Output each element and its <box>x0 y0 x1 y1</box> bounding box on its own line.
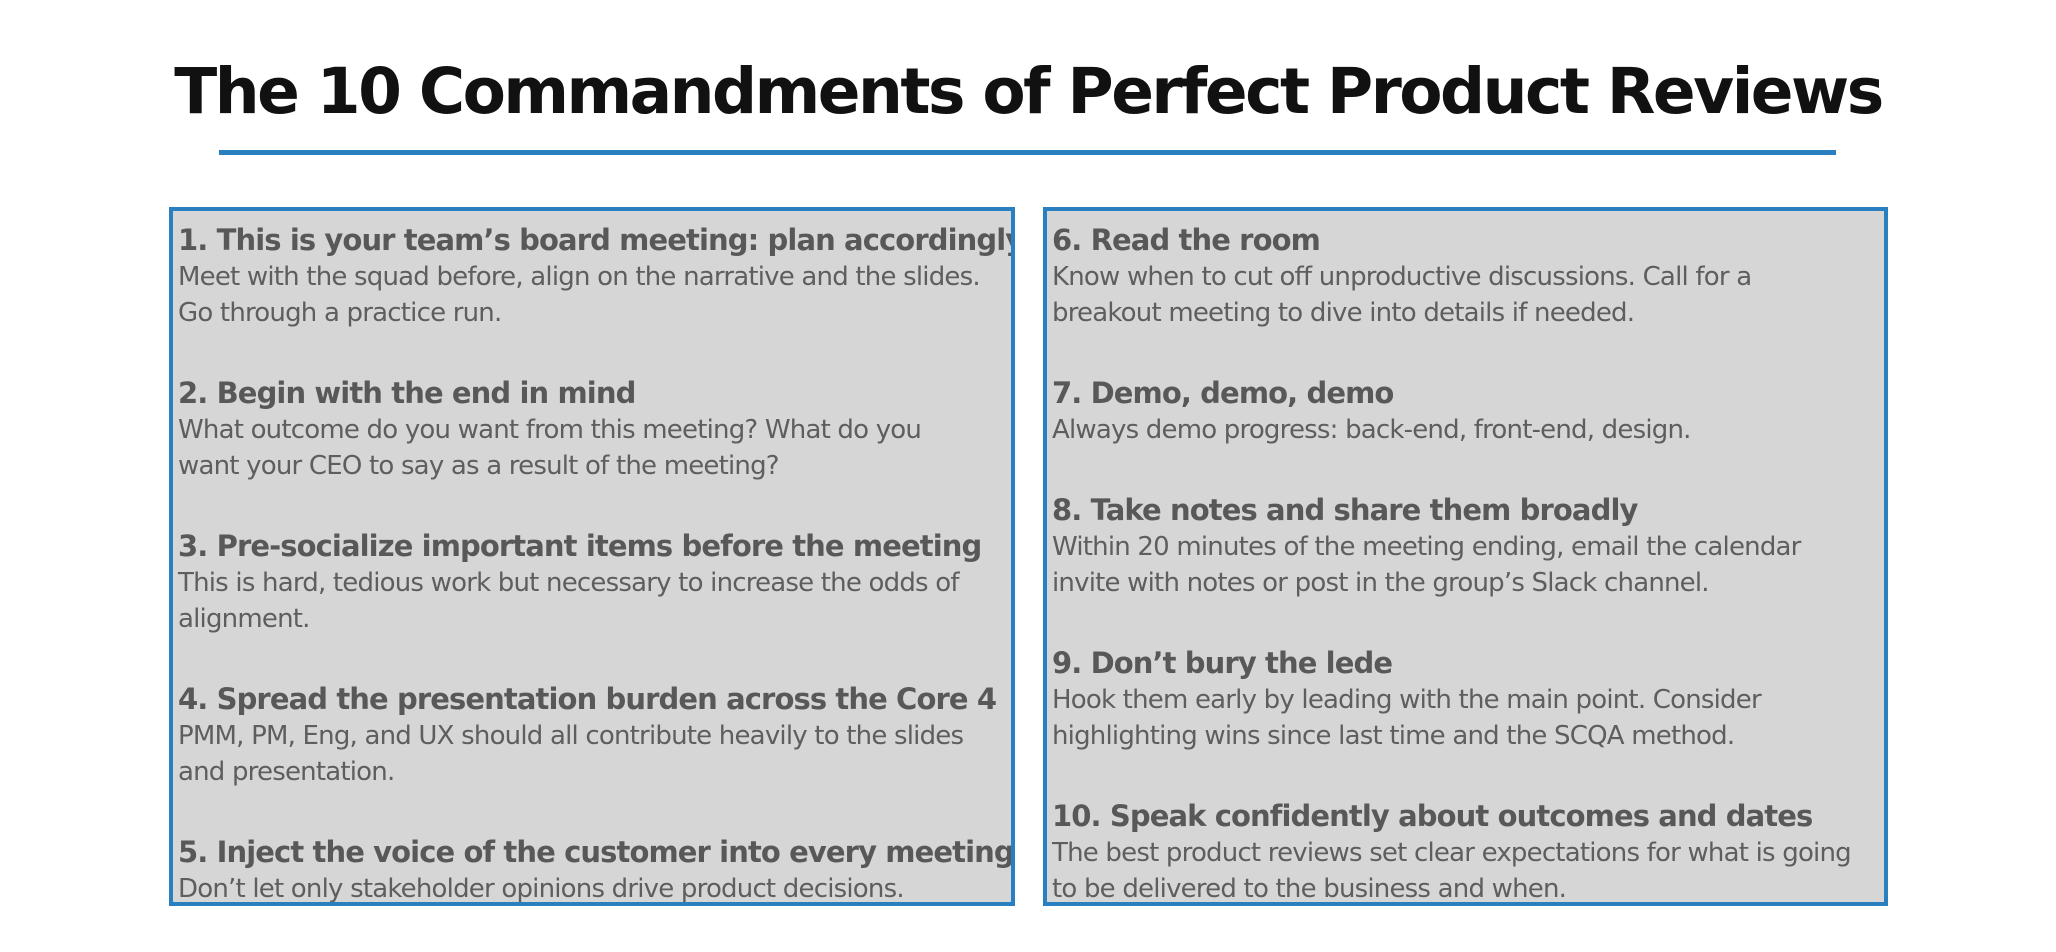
commandment-body-line: want your CEO to say as a result of the … <box>178 451 780 481</box>
commandment-3: 3. Pre-socialize important items before … <box>178 527 1011 680</box>
commandment-heading: 7. Demo, demo, demo <box>1052 376 1394 410</box>
commandment-heading: 5. Inject the voice of the customer into… <box>178 835 1014 869</box>
commandment-body-line: Go through a practice run. <box>178 298 502 328</box>
commandment-body-line: Within 20 minutes of the meeting ending,… <box>1052 532 1801 562</box>
commandment-body: Know when to cut off unproductive discus… <box>1052 259 1884 331</box>
commandment-body-line: The best product reviews set clear expec… <box>1052 838 1852 868</box>
commandment-heading: 9. Don’t bury the lede <box>1052 646 1393 680</box>
commandment-5: 5. Inject the voice of the customer into… <box>178 833 1014 904</box>
commandment-9: 9. Don’t bury the lede Hook them early b… <box>1052 644 1884 797</box>
commandment-body-line: alignment. <box>178 604 310 634</box>
commandment-body-line: and presentation. <box>178 757 395 787</box>
commandment-body-line: to be delivered to the business and when… <box>1052 874 1567 904</box>
commandment-body: Always demo progress: back-end, front-en… <box>1052 412 1884 448</box>
commandment-body-line: Always demo progress: back-end, front-en… <box>1052 415 1691 445</box>
commandment-1: 1. This is your team’s board meeting: pl… <box>178 221 1011 374</box>
commandments-left-panel: 1. This is your team’s board meeting: pl… <box>169 207 1015 906</box>
commandment-body-line: Don’t let only stakeholder opinions driv… <box>178 874 905 904</box>
commandment-heading: 8. Take notes and share them broadly <box>1052 493 1638 527</box>
commandment-body: PMM, PM, Eng, and UX should all contribu… <box>178 718 1011 790</box>
commandment-heading: 3. Pre-socialize important items before … <box>178 529 982 563</box>
commandment-body-line: Know when to cut off unproductive discus… <box>1052 262 1752 292</box>
commandment-body: This is hard, tedious work but necessary… <box>178 565 1011 637</box>
commandment-body-line: Hook them early by leading with the main… <box>1052 685 1762 715</box>
commandment-body-line: What outcome do you want from this meeti… <box>178 415 922 445</box>
commandment-heading: 6. Read the room <box>1052 223 1321 257</box>
commandment-heading: 10. Speak confidently about outcomes and… <box>1052 799 1813 833</box>
commandment-heading: 1. This is your team’s board meeting: pl… <box>178 223 1015 257</box>
commandment-heading: 4. Spread the presentation burden across… <box>178 682 997 716</box>
commandment-6: 6. Read the room Know when to cut off un… <box>1052 221 1884 374</box>
commandments-right-panel: 6. Read the room Know when to cut off un… <box>1043 207 1888 906</box>
commandment-body-line: invite with notes or post in the group’s… <box>1052 568 1710 598</box>
commandment-2: 2. Begin with the end in mind What outco… <box>178 374 1011 527</box>
commandment-body-line: This is hard, tedious work but necessary… <box>178 568 960 598</box>
commandment-body-line: Meet with the squad before, align on the… <box>178 262 981 292</box>
commandment-body: Meet with the squad before, align on the… <box>178 259 1011 331</box>
commandment-body: The best product reviews set clear expec… <box>1052 835 1884 904</box>
commandment-10: 10. Speak confidently about outcomes and… <box>1052 797 1884 904</box>
commandment-7: 7. Demo, demo, demo Always demo progress… <box>1052 374 1884 491</box>
commandment-body-line: breakout meeting to dive into details if… <box>1052 298 1635 328</box>
commandment-4: 4. Spread the presentation burden across… <box>178 680 1011 833</box>
commandment-body: Within 20 minutes of the meeting ending,… <box>1052 529 1884 601</box>
commandment-body-line: PMM, PM, Eng, and UX should all contribu… <box>178 721 964 751</box>
commandment-heading: 2. Begin with the end in mind <box>178 376 636 410</box>
commandment-body: Don’t let only stakeholder opinions driv… <box>178 871 1011 904</box>
commandment-body-line: highlighting wins since last time and th… <box>1052 721 1735 751</box>
title-underline <box>219 150 1836 155</box>
commandment-body: Hook them early by leading with the main… <box>1052 682 1884 754</box>
page-title: The 10 Commandments of Perfect Product R… <box>174 55 1884 128</box>
commandment-8: 8. Take notes and share them broadly Wit… <box>1052 491 1884 644</box>
commandment-body: What outcome do you want from this meeti… <box>178 412 1011 484</box>
